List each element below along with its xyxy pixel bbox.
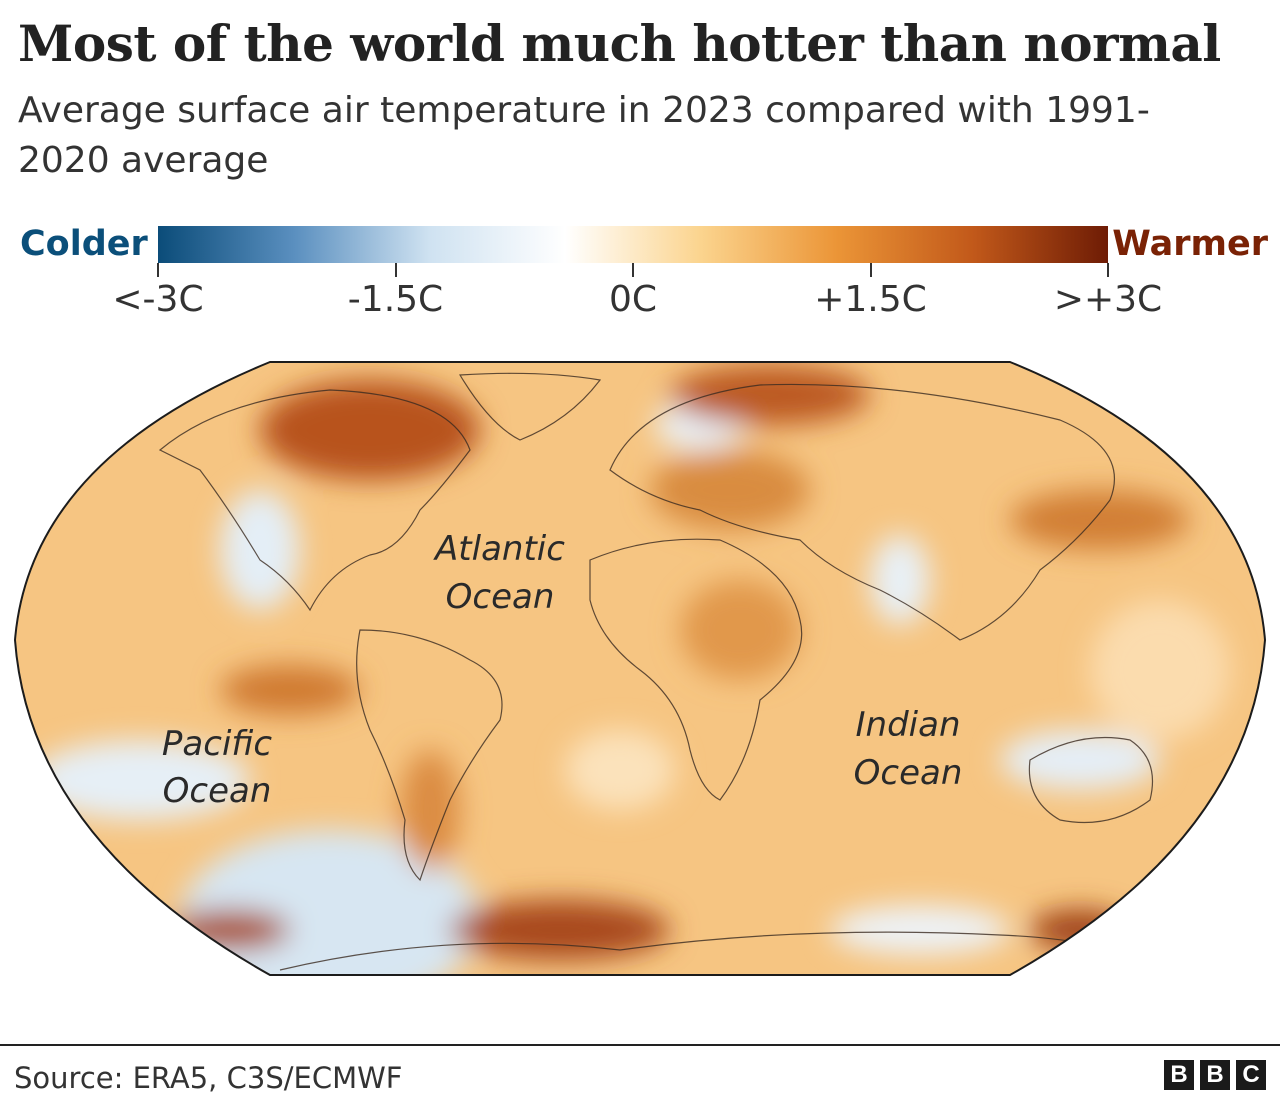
globe-outline	[13, 361, 1267, 976]
australia-outline	[1028, 736, 1154, 823]
world-temperature-map: Atlantic Ocean Pacific Ocean Indian Ocea…	[13, 361, 1267, 976]
south-america-outline	[356, 629, 503, 882]
anomaly-field	[30, 365, 1230, 975]
legend-tick	[869, 263, 872, 277]
legend-tick-label: -1.5C	[347, 279, 444, 320]
legend-colder-label: Colder	[20, 224, 148, 264]
legend-warmer-label: Warmer	[1112, 224, 1268, 264]
greenland-outline	[458, 372, 602, 441]
footer-divider	[0, 1044, 1280, 1046]
legend-tick-label: >+3C	[1053, 279, 1163, 320]
legend-tick	[394, 263, 397, 277]
bbc-logo-letter: C	[1236, 1060, 1266, 1090]
legend-tick	[632, 263, 634, 277]
atlantic-ocean-label-line2: Ocean	[446, 577, 555, 617]
legend-tick-label: <-3C	[112, 279, 204, 320]
source-note: Source: ERA5, C3S/ECMWF	[14, 1061, 403, 1095]
pacific-ocean-label-line2: Ocean	[163, 771, 272, 811]
page-title: Most of the world much hotter than norma…	[18, 14, 1221, 73]
pacific-ocean-label-line1: Pacific	[162, 724, 272, 764]
north-america-outline	[158, 389, 471, 612]
atlantic-ocean-label-line1: Atlantic	[433, 529, 565, 569]
indian-ocean-label-line1: Indian	[856, 705, 961, 745]
legend-tick-label: 0C	[608, 279, 658, 320]
legend-tick-label: +1.5C	[814, 279, 927, 320]
indian-ocean-label-line2: Ocean	[854, 753, 963, 793]
page-subtitle: Average surface air temperature in 2023 …	[18, 90, 1150, 181]
bbc-logo: B B C	[1164, 1060, 1266, 1090]
legend-tick	[157, 263, 159, 277]
bbc-logo-letter: B	[1200, 1060, 1230, 1090]
legend-tick	[1107, 263, 1109, 277]
bbc-logo-letter: B	[1164, 1060, 1194, 1090]
legend-color-scale	[158, 226, 1108, 263]
africa-outline	[589, 538, 803, 801]
eurasia-outline	[609, 383, 1115, 641]
